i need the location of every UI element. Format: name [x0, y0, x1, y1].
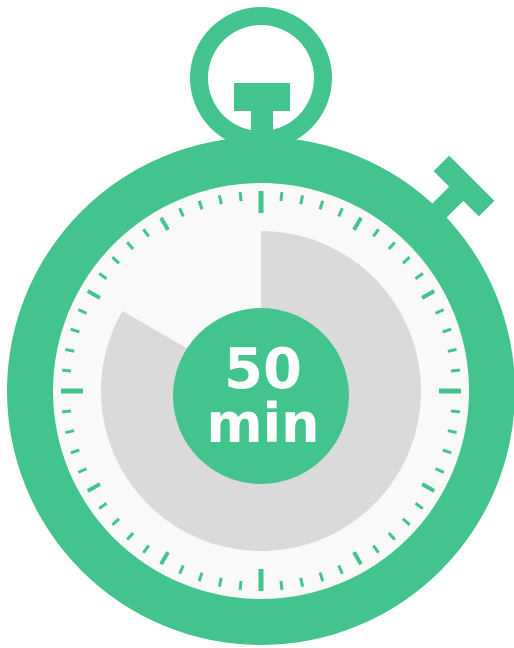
tick-mark: [77, 308, 88, 315]
tick-mark: [142, 228, 150, 238]
tick-mark: [318, 572, 325, 582]
tick-mark: [387, 531, 396, 541]
tick-mark: [414, 272, 424, 280]
tick-mark: [434, 308, 445, 315]
tick-mark: [86, 482, 101, 493]
tick-mark: [434, 467, 445, 474]
tick-mark: [279, 191, 284, 202]
tick-mark: [421, 482, 436, 493]
tick-mark: [372, 544, 380, 554]
tick-mark: [401, 256, 411, 265]
tick-mark: [421, 289, 436, 300]
tick-mark: [238, 580, 243, 591]
tick-mark: [98, 272, 108, 280]
tick-mark: [142, 544, 150, 554]
tick-mark: [387, 241, 396, 251]
tick-mark: [352, 216, 363, 231]
tick-mark: [279, 580, 284, 591]
tick-mark: [447, 429, 457, 435]
tick-marks: [61, 191, 461, 591]
center-disc: [173, 308, 349, 484]
tick-mark: [337, 564, 344, 575]
tick-mark: [414, 502, 424, 510]
tick-mark: [126, 531, 135, 541]
tick-mark: [442, 327, 452, 334]
tick-mark: [450, 409, 461, 414]
timer-value: 50: [224, 337, 302, 402]
tick-mark: [447, 347, 457, 353]
tick-mark: [401, 517, 411, 526]
tick-mark: [65, 347, 75, 353]
tick-mark: [65, 429, 75, 435]
tick-mark: [178, 207, 185, 218]
tick-mark: [217, 195, 223, 205]
crown-cap: [234, 83, 290, 111]
tick-mark: [442, 448, 452, 455]
tick-mark: [299, 577, 305, 587]
tick-mark: [70, 327, 80, 334]
tick-mark: [238, 191, 243, 202]
tick-mark: [352, 551, 363, 566]
tick-mark: [178, 564, 185, 575]
tick-mark: [217, 577, 223, 587]
tick-mark: [372, 228, 380, 238]
tick-mark: [126, 241, 135, 251]
tick-mark: [98, 502, 108, 510]
tick-mark: [197, 200, 204, 210]
tick-mark: [61, 368, 72, 373]
tick-mark: [159, 216, 170, 231]
tick-mark: [70, 448, 80, 455]
tick-mark: [159, 551, 170, 566]
timer-unit: min: [206, 392, 319, 455]
tick-mark: [111, 517, 121, 526]
tick-mark: [61, 409, 72, 414]
tick-mark: [197, 572, 204, 582]
tick-mark: [337, 207, 344, 218]
tick-mark: [318, 200, 325, 210]
tick-mark: [77, 467, 88, 474]
tick-mark: [299, 195, 305, 205]
tick-mark: [111, 256, 121, 265]
tick-mark: [86, 289, 101, 300]
tick-mark: [450, 368, 461, 373]
